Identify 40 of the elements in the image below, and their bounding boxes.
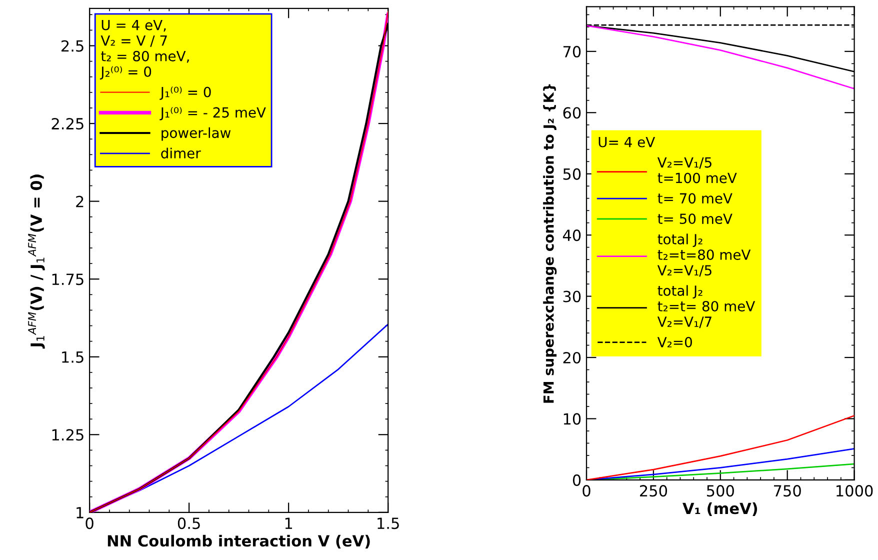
legend-label: t= 50 meV xyxy=(658,214,732,224)
y-axis-title: FM superexchange contribution to J₂ {K} xyxy=(543,84,557,403)
y-tick-label: 20 xyxy=(563,352,581,364)
y-tick-label: 40 xyxy=(562,230,581,242)
y-tick-label: 1.5 xyxy=(62,352,84,363)
x-axis-title: NN Coulomb interaction V (eV) xyxy=(108,534,370,548)
line-series xyxy=(586,25,854,90)
legend-label: t= 70 meV xyxy=(658,193,732,204)
y-tick-label: 60 xyxy=(563,107,581,119)
y-tick-label: 2 xyxy=(76,196,84,208)
x-tick-label: 1 xyxy=(285,518,292,529)
legend-label: J₁⁽⁰⁾ = 0 xyxy=(160,86,211,100)
x-tick-label: 750 xyxy=(774,485,801,497)
y-tick-label: 2.5 xyxy=(62,40,84,52)
y-tick-label: 1.75 xyxy=(52,274,84,286)
y-tick-label: 2.25 xyxy=(52,118,84,130)
legend-label: V₂=V₁/5 t=100 meV xyxy=(657,157,737,184)
x-tick-label: 500 xyxy=(706,485,734,497)
x-tick-label: 0 xyxy=(582,485,590,497)
legend-label: J₁⁽⁰⁾ = - 25 meV xyxy=(160,107,266,120)
x-tick-label: 1000 xyxy=(836,485,873,497)
legend-title: U= 4 eV xyxy=(598,136,656,148)
legend-label: V₂=0 xyxy=(657,336,692,348)
legend-label: power-law xyxy=(162,127,231,141)
x-tick-label: 0.5 xyxy=(178,518,200,530)
x-tick-label: 1.5 xyxy=(378,518,399,530)
y-tick-label: 1.25 xyxy=(52,429,84,441)
legend-label: dimer xyxy=(161,148,201,158)
y-tick-label: 10 xyxy=(564,413,581,425)
legend-label: total J₂ t₂=t= 80 meV V₂=V₁/7 xyxy=(657,285,756,328)
y-tick-label: 0 xyxy=(572,474,581,486)
y-tick-label: 30 xyxy=(563,290,581,302)
y-tick-label: 50 xyxy=(563,168,581,180)
x-axis-title: V₁ (meV) xyxy=(682,502,758,516)
legend-title: U = 4 eV, V₂ = V / 7 t₂ = 80 meV, J₂⁽⁰⁾ = 0 xyxy=(100,20,189,80)
x-tick-label: 250 xyxy=(640,485,668,497)
x-tick-label: 0 xyxy=(86,518,94,530)
y-tick-label: 1 xyxy=(76,507,84,518)
y-axis-title: J$_{1}$$^{AFM}$(V) / J$_{1}$$^{AFM}$(V = 0) xyxy=(28,174,45,349)
y-tick-label: 70 xyxy=(563,46,581,58)
